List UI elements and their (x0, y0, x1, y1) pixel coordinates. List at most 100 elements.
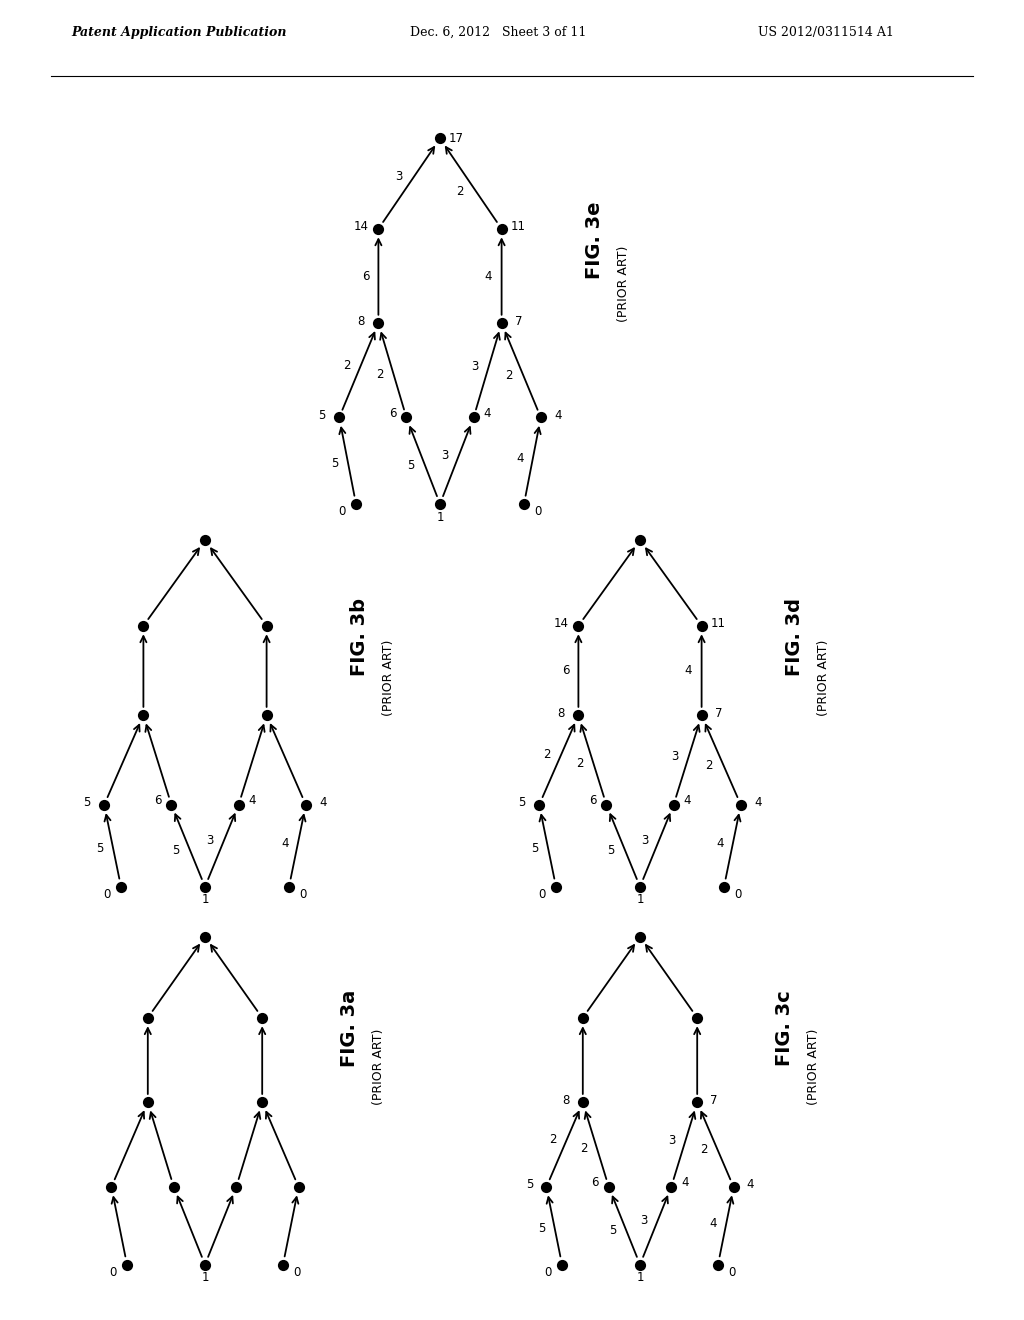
Text: Dec. 6, 2012   Sheet 3 of 11: Dec. 6, 2012 Sheet 3 of 11 (410, 26, 586, 40)
Text: 11: 11 (511, 220, 526, 234)
Text: 1: 1 (636, 1271, 644, 1284)
Point (494, 313, 510, 334)
Text: 5: 5 (408, 459, 415, 473)
Text: 2: 2 (706, 759, 713, 772)
Point (135, 615, 152, 636)
Point (716, 876, 732, 898)
Text: 6: 6 (561, 664, 569, 677)
Text: 4: 4 (319, 796, 327, 809)
Text: 4: 4 (746, 1179, 755, 1192)
Text: 4: 4 (281, 837, 289, 850)
Text: 5: 5 (96, 842, 103, 855)
Point (113, 876, 129, 898)
Point (531, 795, 548, 816)
Point (291, 1176, 307, 1197)
Text: 0: 0 (293, 1266, 301, 1279)
Point (574, 1092, 591, 1113)
Text: 2: 2 (506, 368, 513, 381)
Text: 0: 0 (728, 1266, 735, 1279)
Point (432, 128, 449, 149)
Point (666, 795, 682, 816)
Text: 7: 7 (711, 1094, 718, 1107)
Text: 4: 4 (754, 796, 762, 809)
Point (693, 615, 710, 636)
Text: FIG. 3c: FIG. 3c (775, 990, 794, 1067)
Point (371, 218, 387, 239)
Text: 3: 3 (471, 360, 479, 374)
Text: (PRIOR ART): (PRIOR ART) (382, 640, 395, 717)
Text: 4: 4 (484, 269, 493, 282)
Text: FIG. 3d: FIG. 3d (785, 598, 804, 676)
Text: 4: 4 (554, 409, 561, 422)
Text: 2: 2 (543, 748, 551, 762)
Text: 4: 4 (484, 407, 492, 420)
Point (254, 1007, 270, 1028)
Text: FIG. 3b: FIG. 3b (350, 598, 369, 676)
Point (119, 1254, 135, 1275)
Text: 6: 6 (154, 795, 161, 808)
Text: 7: 7 (515, 314, 522, 327)
Point (274, 1254, 291, 1275)
Text: 5: 5 (608, 1224, 616, 1237)
Text: 0: 0 (110, 1266, 117, 1279)
Text: 5: 5 (172, 845, 180, 857)
Text: 5: 5 (531, 842, 539, 855)
Point (197, 927, 213, 948)
Text: 4: 4 (685, 664, 692, 677)
Text: 3: 3 (640, 1214, 647, 1228)
Text: 5: 5 (525, 1179, 534, 1192)
Text: (PRIOR ART): (PRIOR ART) (807, 1028, 820, 1105)
Point (166, 1176, 182, 1197)
Point (554, 1254, 570, 1275)
Text: 5: 5 (607, 845, 614, 857)
Text: 3: 3 (668, 1134, 676, 1147)
Point (632, 927, 648, 948)
Point (732, 795, 749, 816)
Text: 5: 5 (518, 796, 526, 809)
Point (139, 1007, 156, 1028)
Text: 0: 0 (103, 888, 111, 902)
Point (230, 795, 247, 816)
Text: 5: 5 (84, 796, 91, 809)
Text: 14: 14 (354, 220, 369, 234)
Point (598, 795, 614, 816)
Point (331, 407, 347, 428)
Point (632, 876, 648, 898)
Point (725, 1176, 741, 1197)
Text: 0: 0 (734, 888, 741, 902)
Text: 2: 2 (343, 359, 350, 372)
Text: 14: 14 (554, 618, 569, 631)
Text: 6: 6 (361, 269, 369, 282)
Text: 4: 4 (710, 1217, 717, 1230)
Point (228, 1176, 245, 1197)
Point (197, 876, 213, 898)
Point (516, 494, 532, 515)
Point (103, 1176, 120, 1197)
Point (532, 407, 549, 428)
Text: 4: 4 (516, 451, 523, 465)
Text: 4: 4 (716, 837, 723, 850)
Text: 4: 4 (684, 795, 691, 808)
Point (371, 313, 387, 334)
Point (197, 1254, 213, 1275)
Text: 3: 3 (206, 834, 213, 847)
Point (494, 218, 510, 239)
Text: 5: 5 (538, 1222, 545, 1236)
Point (96, 795, 113, 816)
Point (663, 1176, 679, 1197)
Text: 0: 0 (535, 506, 542, 519)
Text: Patent Application Publication: Patent Application Publication (72, 26, 287, 40)
Point (254, 1092, 270, 1113)
Point (632, 1254, 648, 1275)
Point (432, 494, 449, 515)
Text: 0: 0 (338, 506, 346, 519)
Point (689, 1007, 706, 1028)
Text: 6: 6 (591, 1176, 599, 1189)
Point (689, 1092, 706, 1113)
Point (398, 407, 415, 428)
Point (574, 1007, 591, 1028)
Point (465, 407, 481, 428)
Point (135, 705, 152, 726)
Text: 8: 8 (357, 314, 366, 327)
Point (258, 705, 274, 726)
